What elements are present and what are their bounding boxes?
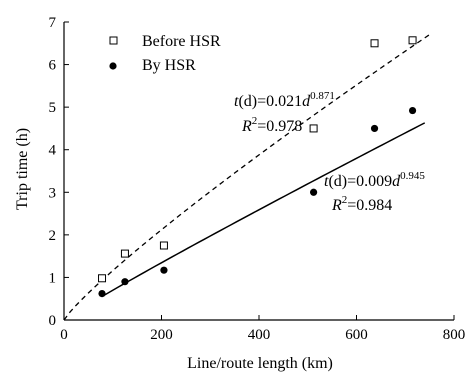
fit-lines (63, 34, 430, 321)
y-tick-label: 7 (49, 15, 57, 31)
fit-line-by-hsr (101, 122, 426, 298)
data-point-before-hsr (120, 249, 129, 258)
data-point-before-hsr (370, 39, 379, 48)
y-tick-label: 5 (49, 100, 57, 116)
data-point-before-hsr (309, 124, 318, 133)
data-point-by-hsr (98, 290, 106, 298)
r2-before-hsr: R2=0.978 (241, 115, 302, 135)
data-point-by-hsr (310, 188, 318, 196)
x-tick-label: 800 (443, 327, 465, 343)
y-tick-label: 1 (49, 270, 57, 286)
y-tick-label: 2 (49, 228, 57, 244)
y-tick-label: 6 (49, 58, 57, 74)
legend: Before HSR By HSR (109, 33, 221, 74)
fit-line-before-hsr (63, 34, 430, 321)
y-tick-label: 0 (49, 313, 57, 329)
x-tick-label: 200 (150, 327, 173, 343)
r2-by-hsr: R2=0.984 (331, 194, 392, 214)
data-point-before-hsr (408, 36, 417, 45)
data-point-by-hsr (121, 278, 129, 286)
data-point-by-hsr (160, 266, 168, 274)
markers (98, 36, 417, 298)
equation-before-hsr: t(d)=0.021d0.871 (234, 90, 335, 110)
x-tick-label: 400 (248, 327, 271, 343)
data-point-by-hsr (408, 106, 417, 115)
y-axis-title: Trip time (h) (14, 128, 31, 210)
legend-label-before-hsr: Before HSR (142, 33, 221, 50)
x-tick-label: 0 (60, 327, 68, 343)
y-tick-label: 4 (49, 143, 57, 159)
data-point-before-hsr (98, 274, 107, 283)
data-point-before-hsr (159, 241, 168, 250)
x-tick-label: 600 (345, 327, 368, 343)
equation-by-hsr: t(d)=0.009d0.945 (324, 170, 425, 190)
legend-marker-by-hsr (109, 62, 117, 70)
legend-marker-before-hsr (109, 36, 118, 45)
legend-label-by-hsr: By HSR (142, 57, 196, 74)
data-point-by-hsr (370, 124, 379, 133)
y-tick-label: 3 (49, 185, 57, 201)
x-axis-title: Line/route length (km) (187, 355, 333, 372)
axes: 0 200 400 600 800 0 1 2 3 4 5 6 7 (49, 15, 465, 343)
